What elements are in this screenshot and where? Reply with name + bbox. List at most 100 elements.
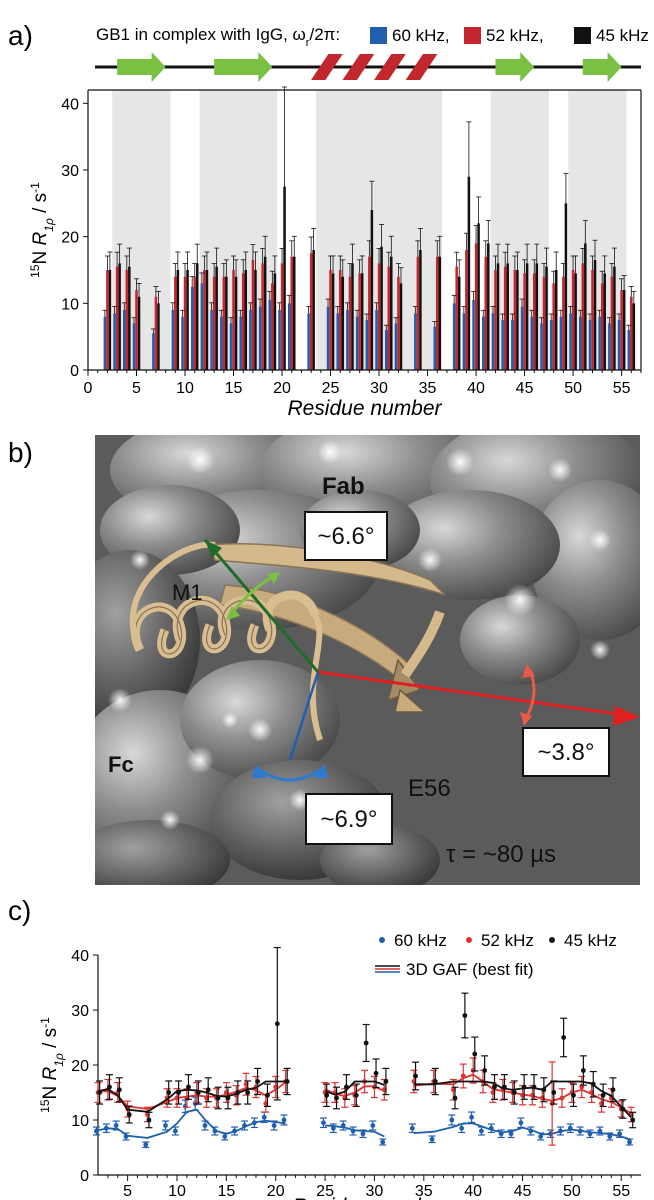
data-point	[97, 1090, 102, 1095]
data-point	[558, 1128, 563, 1134]
bar	[574, 273, 577, 370]
data-point	[215, 1095, 221, 1101]
bar	[377, 263, 381, 370]
bar	[271, 283, 274, 370]
data-point	[324, 1092, 330, 1098]
bar	[399, 283, 403, 370]
data-point	[271, 1123, 277, 1128]
bar	[542, 276, 546, 370]
y-tick-label: 30	[61, 163, 79, 180]
data-point	[350, 1128, 356, 1134]
data-point	[528, 1128, 534, 1134]
data-point	[225, 1095, 231, 1101]
bar	[341, 276, 345, 370]
data-point	[107, 1084, 112, 1090]
data-point	[452, 1095, 458, 1101]
bar	[200, 283, 204, 370]
beta-strand-1	[214, 52, 273, 82]
data-point	[126, 1112, 132, 1117]
bar	[523, 273, 526, 370]
bar	[438, 256, 442, 370]
legend-marker-0	[379, 937, 385, 943]
y-tick-label: 0	[80, 1168, 89, 1185]
helix-turn-1	[342, 54, 375, 80]
data-point	[245, 1090, 251, 1095]
data-point	[462, 1013, 468, 1018]
helix-turn-2	[374, 54, 406, 80]
bar	[511, 320, 514, 370]
m1-label: M1	[172, 580, 203, 605]
x-axis-label: Residue number	[287, 397, 442, 420]
bar	[608, 323, 611, 370]
y-tick-label: 0	[70, 363, 79, 380]
bar	[506, 263, 509, 370]
legend-swatch-2	[574, 27, 591, 44]
svg-text:~3.8°: ~3.8°	[538, 739, 595, 766]
data-point	[172, 1128, 178, 1134]
bar	[462, 313, 466, 370]
bar	[261, 263, 264, 370]
bar	[552, 283, 555, 370]
bar	[280, 263, 284, 370]
data-point	[186, 1084, 191, 1090]
x-tick-label: 30	[370, 380, 388, 397]
angle-box-blue: ~6.9°	[305, 793, 393, 845]
legend-fit-label: 3D GAF (best fit)	[406, 960, 534, 979]
bar	[397, 276, 400, 370]
data-point	[380, 1139, 386, 1145]
data-point	[567, 1125, 573, 1131]
bar	[171, 310, 175, 370]
bar	[118, 263, 121, 370]
bar	[452, 303, 456, 370]
bar	[338, 270, 342, 370]
bar	[365, 320, 369, 370]
x-tick-label: 0	[84, 380, 93, 397]
bar	[190, 286, 194, 370]
data-point	[600, 1092, 606, 1098]
bar	[375, 310, 378, 370]
panel-b: b)	[8, 435, 640, 885]
legend-swatch-0	[370, 27, 387, 44]
data-point	[413, 1073, 418, 1079]
bar	[487, 243, 490, 370]
bar	[154, 296, 158, 370]
helix-turn-3	[405, 54, 438, 80]
bar	[467, 176, 471, 370]
data-point	[370, 1123, 376, 1128]
bar	[312, 250, 315, 370]
bar	[152, 333, 155, 370]
bar	[355, 316, 359, 370]
shaded-region-3	[490, 90, 549, 370]
bar	[520, 306, 524, 370]
bar	[554, 270, 558, 370]
bar	[384, 330, 388, 370]
bar	[549, 320, 553, 370]
bar	[331, 273, 335, 370]
legend-label-0: 60 kHz	[394, 931, 447, 950]
bar	[593, 260, 597, 370]
data-point	[373, 1070, 379, 1076]
x-tick-label: 10	[176, 380, 194, 397]
x-tick-label: 15	[217, 1183, 235, 1200]
bar	[203, 270, 206, 370]
bar	[106, 270, 109, 370]
bar	[157, 303, 160, 370]
x-tick-label: 25	[322, 380, 340, 397]
data-point	[429, 1136, 435, 1142]
data-point	[123, 1134, 129, 1139]
bar	[360, 273, 364, 370]
fc-label: Fc	[108, 752, 134, 777]
bar	[290, 256, 293, 370]
bar	[496, 263, 500, 370]
beta-strand-0	[117, 52, 166, 82]
bar	[457, 276, 461, 370]
x-tick-label: 50	[564, 380, 582, 397]
bar	[108, 270, 112, 370]
bar	[309, 253, 313, 370]
bar	[613, 266, 616, 370]
legend-label-2: 45 kHz	[564, 931, 617, 950]
beta-strand-3	[582, 52, 622, 82]
data-point	[479, 1128, 484, 1134]
x-tick-label: 35	[419, 380, 437, 397]
panel-c: c) 0 10 20 30 40 5 10 15 20 25 30 35 40 45 50 55 Residue…	[8, 895, 641, 1200]
